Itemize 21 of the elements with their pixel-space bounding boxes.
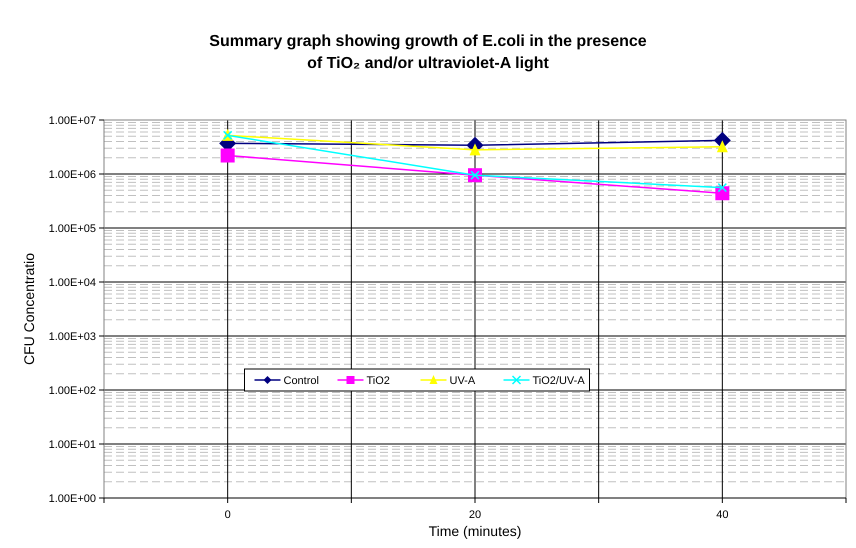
chart-title: Summary graph showing growth of E.coli in the presence of TiO₂ and/or ultraviolet-A light <box>209 33 647 72</box>
x-tick-label: 20 <box>468 509 482 521</box>
y-axis-title: CFU Concentratio <box>21 252 37 366</box>
y-tick-label: 1.00E+07 <box>48 114 96 127</box>
point <box>716 140 728 152</box>
legend-label: UV-A <box>450 374 476 387</box>
x-tick-label: 0 <box>224 509 231 521</box>
y-tick-label: 1.00E+06 <box>48 168 96 181</box>
y-tick-label: 1.00E+02 <box>48 384 96 397</box>
y-tick-label: 1.00E+05 <box>48 222 96 235</box>
y-tick-label: 1.00E+03 <box>48 330 96 343</box>
y-tick-label: 1.00E+04 <box>48 276 96 289</box>
point <box>220 148 235 163</box>
x-tick-label: 40 <box>716 509 728 521</box>
y-tick-label: 1.00E+01 <box>48 438 96 451</box>
point <box>718 182 728 192</box>
legend-label: Control <box>284 374 319 387</box>
legend-label: TiO2 <box>366 374 390 387</box>
x-axis-title: Time (minutes) <box>428 523 522 539</box>
legend-label: TiO2/UV-A <box>532 374 586 387</box>
y-tick-label: 1.00E+00 <box>48 492 96 505</box>
